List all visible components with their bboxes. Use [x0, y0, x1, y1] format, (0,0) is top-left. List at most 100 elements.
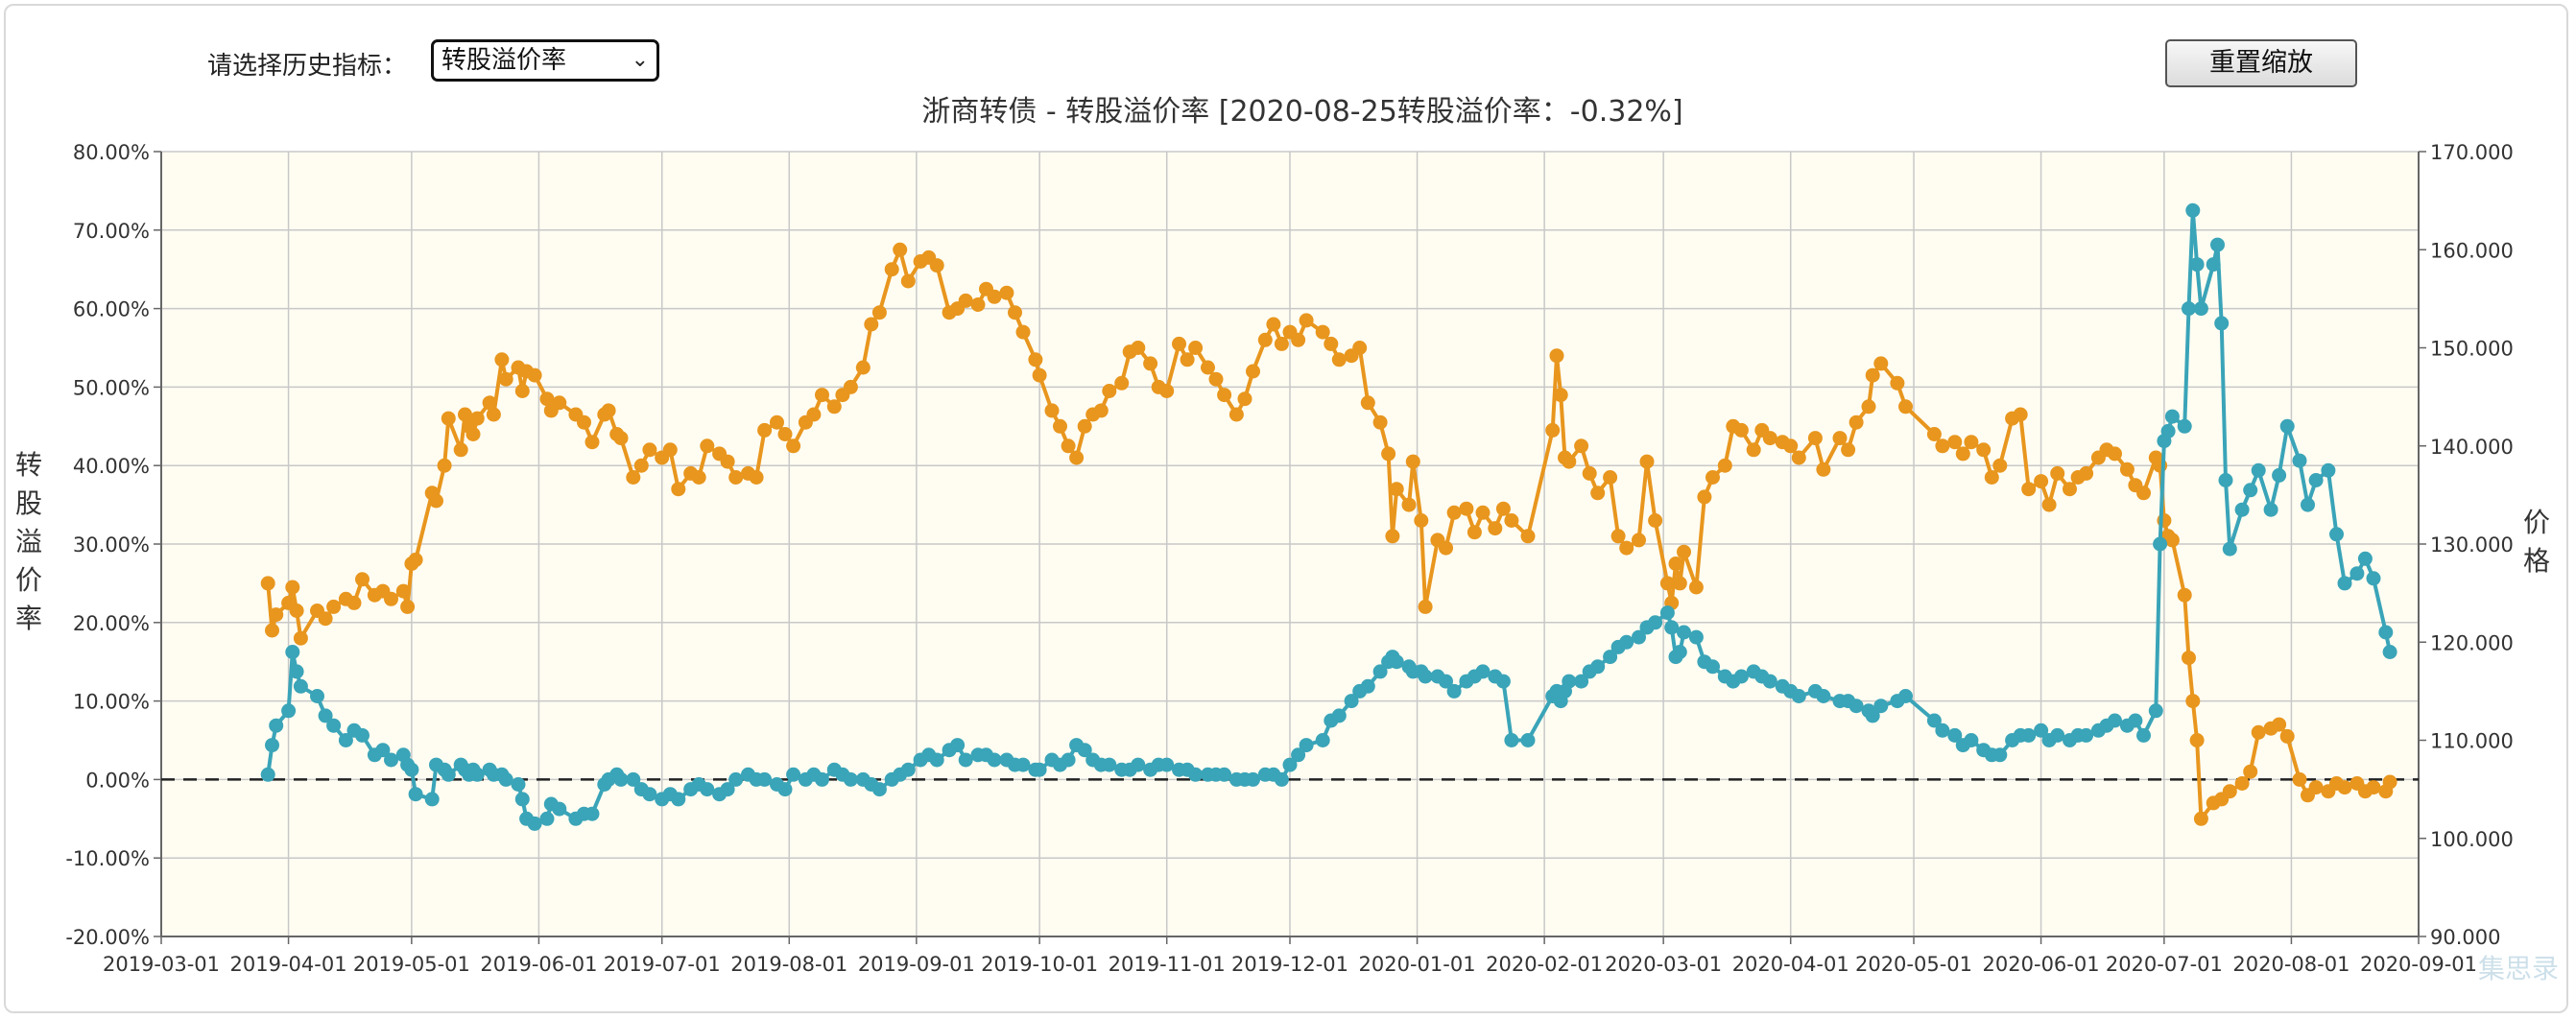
y-left-tick-label: -10.00% — [65, 847, 150, 870]
data-point — [1299, 313, 1314, 328]
x-tick-label: 2020-02-01 — [1486, 953, 1603, 976]
data-point — [260, 576, 275, 591]
data-point — [2337, 576, 2352, 591]
data-point — [384, 752, 398, 768]
data-point — [1344, 694, 1359, 709]
data-point — [2013, 407, 2028, 422]
x-tick-label: 2019-03-01 — [103, 953, 220, 976]
data-point — [527, 816, 542, 831]
data-point — [2108, 446, 2122, 462]
data-point — [1984, 470, 1999, 485]
data-point — [1807, 431, 1823, 446]
data-point — [1061, 438, 1076, 454]
data-point — [1439, 540, 1453, 556]
data-point — [1159, 384, 1175, 398]
data-point — [1299, 738, 1314, 753]
axis-title-char: 价 — [2523, 507, 2550, 538]
data-point — [1389, 654, 1404, 670]
data-point — [2182, 651, 2196, 666]
data-point — [2160, 423, 2176, 438]
data-point — [2214, 316, 2230, 331]
data-point — [720, 782, 735, 797]
data-point — [1257, 332, 1273, 347]
data-point — [1274, 771, 1289, 787]
y-left-tick-label: -20.00% — [65, 926, 150, 949]
data-point — [970, 297, 986, 312]
data-point — [326, 599, 342, 614]
data-point — [843, 771, 858, 787]
x-tick-label: 2020-05-01 — [1855, 953, 1972, 976]
data-point — [395, 583, 411, 599]
data-point — [1659, 605, 1675, 621]
data-point — [318, 611, 333, 627]
y-left-axis-title: 转股溢价率 — [15, 449, 42, 634]
data-point — [1032, 367, 1047, 383]
axis-title-char: 溢 — [15, 526, 42, 557]
data-point — [1188, 767, 1204, 782]
data-point — [1865, 708, 1880, 723]
data-point — [1648, 615, 1663, 630]
data-point — [1291, 332, 1306, 347]
data-point — [1562, 454, 1577, 469]
data-point — [1545, 422, 1561, 438]
data-point — [552, 395, 567, 411]
data-point — [2153, 536, 2168, 552]
indicator-selector-label: 请选择历史指标： — [207, 52, 408, 81]
data-point — [1697, 489, 1712, 505]
axis-title-char: 格 — [2523, 545, 2550, 577]
y-right-tick-label: 120.000 — [2430, 631, 2514, 654]
reset-zoom-button[interactable]: 重置缩放 — [2165, 39, 2357, 87]
data-point — [871, 305, 887, 320]
data-point — [511, 777, 526, 792]
x-tick-label: 2020-08-01 — [2232, 953, 2349, 976]
data-point — [1733, 669, 1749, 684]
y-right-tick-label: 140.000 — [2430, 436, 2514, 459]
data-point — [2292, 771, 2307, 787]
data-point — [864, 317, 879, 332]
data-point — [950, 738, 966, 753]
data-point — [2182, 301, 2196, 317]
data-point — [338, 733, 353, 747]
data-point — [1015, 324, 1031, 340]
data-point — [1659, 576, 1675, 591]
data-point — [2034, 474, 2049, 489]
data-point — [2308, 473, 2324, 487]
data-point — [1705, 470, 1720, 485]
data-point — [318, 708, 333, 723]
data-point — [355, 727, 370, 743]
data-point — [400, 599, 416, 614]
data-point — [346, 595, 362, 610]
data-point — [2251, 462, 2266, 478]
data-point — [2243, 764, 2258, 779]
data-point — [465, 427, 481, 441]
data-point — [2222, 541, 2237, 557]
indicator-select[interactable]: 转股溢价率 ⌄ — [431, 39, 659, 82]
data-point — [1762, 674, 1777, 689]
data-point — [1143, 356, 1158, 371]
data-point — [539, 391, 555, 407]
data-point — [1446, 683, 1462, 699]
data-point — [1964, 435, 1979, 450]
data-point — [1228, 407, 1244, 422]
data-point — [404, 762, 419, 777]
data-point — [2050, 465, 2065, 481]
data-point — [1372, 415, 1388, 430]
data-point — [884, 262, 899, 277]
data-point — [987, 752, 1002, 768]
data-point — [1504, 513, 1519, 528]
data-point — [728, 771, 744, 787]
data-point — [958, 752, 973, 768]
data-point — [1180, 352, 1195, 367]
axes: -20.00% -10.00% 0.00% 10.00% 20.00% 30.00% 40.… — [15, 141, 2550, 976]
data-point — [1385, 529, 1400, 544]
data-point — [1677, 625, 1691, 640]
axis-title-char: 股 — [15, 487, 42, 519]
data-point — [1172, 336, 1186, 351]
data-point — [1102, 757, 1117, 772]
data-point — [584, 435, 600, 450]
y-left-tick-label: 20.00% — [73, 612, 150, 635]
data-point — [486, 407, 501, 422]
x-tick-label: 2020-03-01 — [1605, 953, 1722, 976]
data-point — [1291, 747, 1306, 763]
